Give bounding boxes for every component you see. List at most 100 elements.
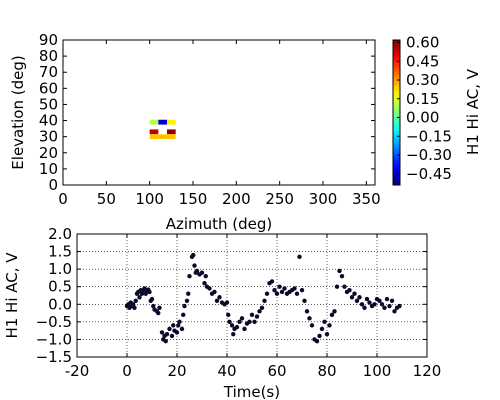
point: [309, 323, 315, 328]
point: [207, 286, 212, 291]
point: [242, 326, 247, 332]
y-tick-label: −0.5: [36, 313, 72, 331]
point: [137, 295, 142, 300]
x-tick-label: 250: [265, 190, 294, 208]
point: [249, 312, 255, 318]
point: [247, 319, 252, 325]
y-tick-label: 1.5: [48, 243, 72, 261]
point: [181, 312, 186, 318]
point: [252, 319, 257, 325]
heat-cell: [158, 119, 167, 125]
x-tick-label: 300: [309, 190, 338, 208]
y-tick-label: 90: [39, 31, 58, 49]
point: [339, 273, 345, 279]
point: [269, 279, 275, 284]
point: [229, 323, 235, 328]
point: [367, 300, 372, 305]
point: [334, 284, 340, 289]
x-tick-label: 120: [413, 362, 442, 380]
point: [272, 288, 277, 293]
point: [324, 331, 330, 337]
point: [359, 302, 365, 307]
point: [199, 270, 205, 275]
point: [384, 296, 390, 302]
point: [212, 289, 217, 295]
point: [302, 298, 307, 303]
axes-frame: [76, 233, 428, 358]
x-tick-label: 50: [97, 190, 116, 208]
point: [163, 338, 168, 344]
point: [254, 314, 260, 319]
point: [179, 326, 185, 332]
point: [149, 296, 155, 302]
point: [143, 291, 148, 296]
colorbar-tick-label: −0.45: [406, 165, 452, 183]
point: [327, 323, 332, 328]
point: [357, 295, 362, 300]
point: [299, 288, 305, 293]
point: [192, 263, 197, 268]
y-axis-label: Elevation (deg): [9, 55, 27, 169]
heat-cell: [158, 134, 167, 140]
x-tick-label: 350: [352, 190, 381, 208]
x-tick-label: 100: [363, 362, 392, 380]
x-tick-label: 0: [58, 190, 68, 208]
heat-cell: [167, 129, 176, 135]
colorbar-tick-label: 0.30: [406, 71, 439, 89]
y-tick-label: 50: [39, 95, 58, 113]
point: [392, 309, 397, 314]
point: [397, 303, 402, 309]
point: [176, 323, 181, 328]
y-tick-label: 0.5: [48, 278, 72, 296]
point: [319, 326, 325, 332]
point: [347, 288, 352, 293]
point: [349, 295, 355, 300]
point: [167, 326, 172, 332]
point: [377, 298, 382, 303]
point: [264, 291, 270, 296]
x-tick-label: 100: [135, 190, 164, 208]
point: [224, 300, 230, 305]
y-tick-label: 70: [39, 63, 58, 81]
point: [282, 286, 287, 291]
point: [214, 298, 220, 303]
point: [317, 333, 322, 339]
y-tick-label: 1.0: [48, 260, 72, 278]
point: [337, 268, 342, 274]
point: [239, 316, 245, 321]
colorbar-tick-label: 0.15: [406, 90, 439, 108]
point: [262, 298, 267, 303]
point: [382, 305, 387, 310]
point: [307, 316, 312, 321]
point: [227, 319, 232, 325]
point: [314, 338, 320, 344]
y-tick-label: 30: [39, 128, 58, 146]
y-tick-label: 2.0: [48, 225, 72, 243]
x-tick-label: 40: [217, 362, 236, 380]
point: [277, 284, 282, 289]
point: [274, 291, 280, 296]
point: [186, 291, 191, 296]
axes-frame: [62, 39, 376, 186]
point: [217, 295, 222, 300]
y-tick-label: 0.0: [48, 295, 72, 313]
point: [237, 319, 242, 325]
heat-cell: [167, 134, 176, 140]
heat-cell: [149, 119, 159, 125]
point: [184, 298, 190, 303]
point: [187, 273, 192, 279]
colorbar-tick-label: 0.00: [406, 109, 439, 127]
x-tick-label: 150: [179, 190, 208, 208]
heat-cell: [167, 119, 176, 125]
point: [156, 310, 161, 316]
y-axis-label: H1 Hi AC, V: [3, 252, 21, 339]
x-axis-label: Azimuth (deg): [166, 215, 273, 233]
point: [177, 319, 182, 325]
point: [139, 291, 145, 296]
point: [329, 312, 335, 318]
point: [354, 298, 360, 303]
y-tick-label: 20: [39, 144, 58, 162]
point: [352, 291, 357, 296]
x-axis-label: Time(s): [223, 383, 280, 400]
